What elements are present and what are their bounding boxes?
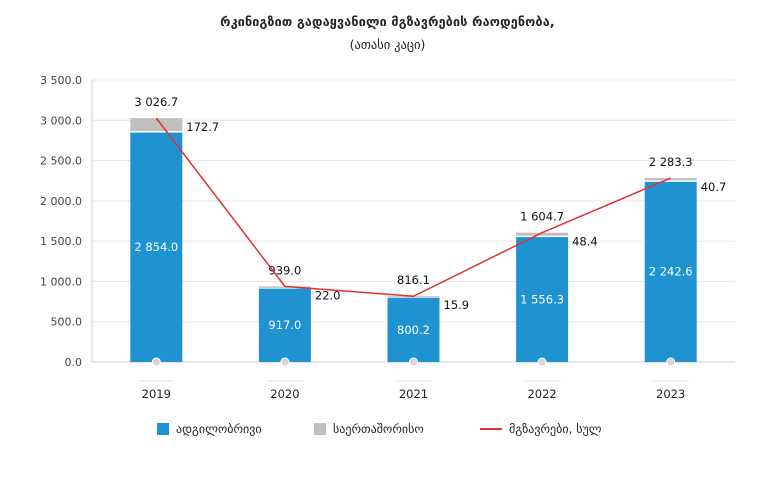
- baseline-marker: [409, 357, 418, 367]
- data-label-local: 800.2: [397, 323, 430, 337]
- bar-separator: [644, 180, 697, 182]
- y-tick-label: 2 000.0: [40, 195, 82, 208]
- y-tick-label: 0.0: [65, 356, 83, 369]
- data-label-international: 15.9: [444, 298, 470, 312]
- legend-label: მგზავრები, სულ: [509, 422, 602, 436]
- y-tick-label: 3 000.0: [40, 114, 82, 127]
- data-label-local: 917.0: [268, 318, 301, 332]
- data-label-total: 3 026.7: [134, 95, 178, 109]
- data-label-total: 2 283.3: [649, 155, 693, 169]
- legend-swatch: [157, 423, 169, 435]
- data-label-total: 816.1: [397, 273, 430, 287]
- chart-title: რკინიგზით გადაყვანილი მგზავრების რაოდენო…: [220, 14, 555, 29]
- baseline-marker: [666, 357, 676, 367]
- data-label-local: 2 854.0: [134, 240, 178, 254]
- x-tick-label: 2023: [656, 387, 685, 401]
- data-label-international: 40.7: [701, 180, 727, 194]
- bar-international: [644, 178, 697, 181]
- data-label-local: 2 242.6: [649, 265, 693, 279]
- baseline-marker: [280, 357, 290, 367]
- data-label-total: 939.0: [268, 263, 301, 277]
- data-label-total: 1 604.7: [520, 210, 564, 224]
- data-label-international: 22.0: [315, 288, 341, 302]
- baseline-marker: [151, 357, 161, 367]
- y-tick-label: 1 000.0: [40, 275, 82, 288]
- x-tick-label: 2020: [270, 387, 299, 401]
- legend-label: საერთაშორისო: [333, 422, 424, 436]
- y-tick-label: 500.0: [51, 316, 83, 329]
- x-tick-label: 2021: [399, 387, 428, 401]
- bar-local: [258, 288, 311, 362]
- bar-local: [130, 132, 183, 362]
- legend-label: ადგილობრივი: [176, 422, 262, 436]
- bar-local: [387, 297, 440, 362]
- bar-separator: [258, 287, 311, 289]
- baseline-marker: [537, 357, 547, 367]
- bar-local: [644, 181, 697, 362]
- legend-swatch: [314, 423, 326, 435]
- chart-subtitle: (ათასი კაცი): [349, 37, 426, 52]
- data-label-international: 172.7: [186, 120, 219, 134]
- bar-international: [130, 118, 183, 132]
- x-tick-label: 2022: [527, 387, 556, 401]
- data-label-international: 48.4: [572, 235, 598, 249]
- data-label-local: 1 556.3: [520, 292, 564, 306]
- bar-separator: [516, 235, 569, 238]
- y-tick-label: 3 500.0: [40, 74, 82, 87]
- bar-international: [516, 232, 569, 236]
- x-tick-label: 2019: [142, 387, 171, 401]
- y-tick-label: 1 500.0: [40, 235, 82, 248]
- y-tick-label: 2 500.0: [40, 155, 82, 168]
- bar-separator: [130, 131, 183, 133]
- bar-local: [516, 236, 569, 362]
- series-line-total: [155, 117, 671, 298]
